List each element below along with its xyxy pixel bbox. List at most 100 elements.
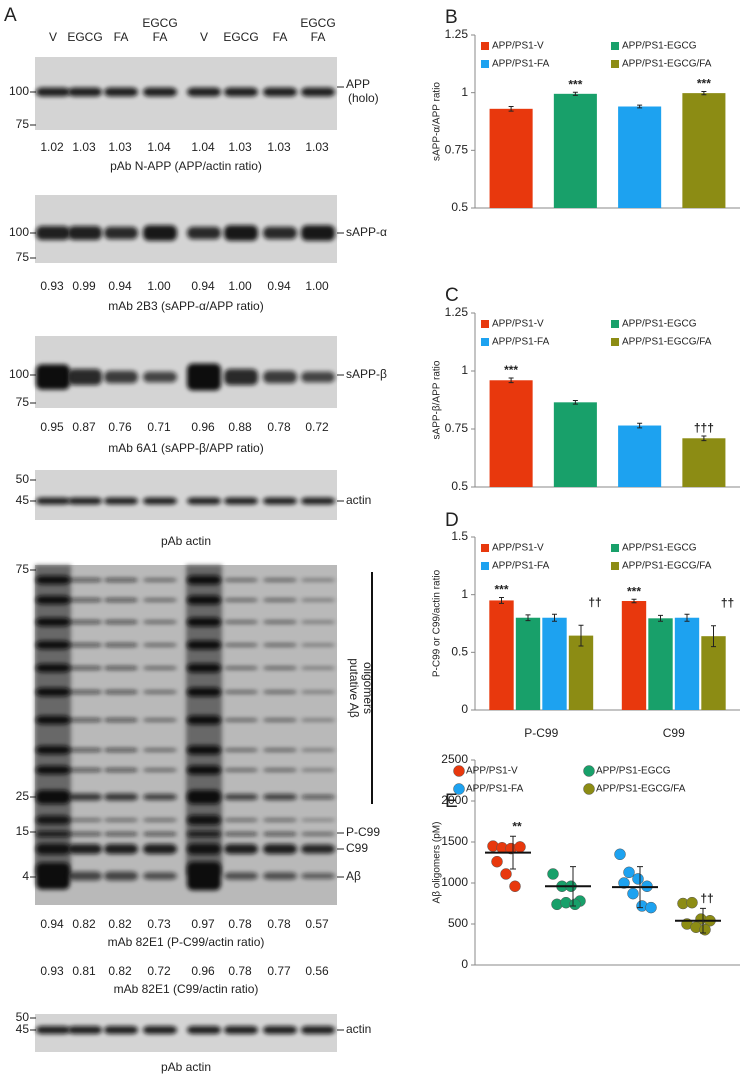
ratio: 0.78 xyxy=(228,917,252,931)
marker-label: 50 xyxy=(16,1010,30,1024)
band xyxy=(187,715,221,725)
marker-label: 50 xyxy=(16,472,30,486)
band-label: APP xyxy=(346,77,370,91)
band xyxy=(224,718,258,722)
band xyxy=(68,368,102,386)
band xyxy=(187,663,221,673)
point xyxy=(618,877,630,889)
band xyxy=(263,370,297,384)
band xyxy=(301,225,335,241)
band-label: (holo) xyxy=(348,91,379,105)
band xyxy=(263,87,297,97)
point xyxy=(632,873,644,885)
ratio: 0.95 xyxy=(40,420,64,434)
bar xyxy=(682,438,726,487)
error-bar xyxy=(578,624,584,647)
band xyxy=(68,620,102,624)
band-label: C99 xyxy=(346,841,368,855)
band xyxy=(263,872,297,880)
band xyxy=(263,832,297,836)
y-tick-label: 1.25 xyxy=(445,305,469,319)
band xyxy=(301,873,335,879)
legend-label: APP/PS1-FA xyxy=(492,561,550,572)
marker-label: 100 xyxy=(9,84,29,98)
band xyxy=(68,748,102,752)
bar xyxy=(701,636,726,710)
band xyxy=(143,832,177,836)
y-tick-label: 0 xyxy=(461,702,468,716)
lane-label: EGCG xyxy=(67,30,102,44)
band-label: actin xyxy=(346,493,371,507)
y-tick-label: 1.5 xyxy=(451,529,468,543)
y-axis-title: sAPP-β/APP ratio xyxy=(432,360,443,439)
marker-label: 15 xyxy=(16,824,30,838)
band xyxy=(104,1026,138,1034)
band xyxy=(224,643,258,647)
bar xyxy=(489,108,533,208)
band-label: putative Aβ xyxy=(347,658,361,718)
band xyxy=(36,815,70,825)
bar xyxy=(489,380,533,487)
ratio: 0.57 xyxy=(305,917,329,931)
legend-swatch xyxy=(583,765,595,777)
band xyxy=(187,226,221,240)
lane-label: EGCG xyxy=(142,16,177,30)
band xyxy=(68,1026,102,1034)
bar xyxy=(568,635,594,710)
band xyxy=(263,748,297,752)
legend-swatch xyxy=(481,338,489,346)
band xyxy=(36,790,70,804)
legend-label: APP/PS1-EGCG xyxy=(596,766,671,777)
bar xyxy=(515,617,541,710)
band xyxy=(263,844,297,854)
band xyxy=(104,748,138,752)
ratio: 0.94 xyxy=(267,279,291,293)
band xyxy=(36,765,70,775)
caption: mAb 82E1 (C99/actin ratio) xyxy=(114,982,259,996)
band xyxy=(187,843,221,855)
ratio: 0.78 xyxy=(228,964,252,978)
band xyxy=(68,578,102,582)
band xyxy=(36,640,70,650)
lane-label: V xyxy=(49,30,57,44)
y-tick-label: 0.5 xyxy=(451,645,468,659)
ratio: 1.03 xyxy=(72,140,96,154)
band xyxy=(104,497,138,505)
band xyxy=(143,620,177,624)
band xyxy=(143,718,177,722)
band xyxy=(301,643,335,647)
legend-swatch xyxy=(453,783,465,795)
legend-swatch xyxy=(481,42,489,50)
band xyxy=(143,768,177,772)
band-label: sAPP-β xyxy=(346,367,387,381)
band xyxy=(68,690,102,694)
ratio: 1.00 xyxy=(305,279,329,293)
point xyxy=(699,923,711,936)
lane-label: FA xyxy=(153,30,168,44)
legend-swatch xyxy=(611,544,619,552)
point xyxy=(509,880,521,893)
ratio: 0.78 xyxy=(267,420,291,434)
annotation: *** xyxy=(494,583,508,597)
bar xyxy=(618,106,662,208)
band xyxy=(104,768,138,772)
point xyxy=(614,848,626,861)
band xyxy=(224,368,258,386)
band xyxy=(104,871,138,881)
point xyxy=(569,898,581,911)
error-bar xyxy=(631,598,637,604)
ratio: 0.56 xyxy=(305,964,329,978)
caption: pAb actin xyxy=(161,1060,211,1074)
ratio: 0.78 xyxy=(267,917,291,931)
band xyxy=(263,768,297,772)
legend-swatch xyxy=(481,320,489,328)
error-bar xyxy=(508,377,514,384)
x-tick-label: P-C99 xyxy=(524,726,558,740)
lane-label: EGCG xyxy=(300,16,335,30)
band xyxy=(104,578,138,582)
band xyxy=(301,748,335,752)
marker-label: 45 xyxy=(16,493,30,507)
band xyxy=(301,832,335,836)
band xyxy=(68,598,102,602)
marker-label: 4 xyxy=(22,869,29,883)
